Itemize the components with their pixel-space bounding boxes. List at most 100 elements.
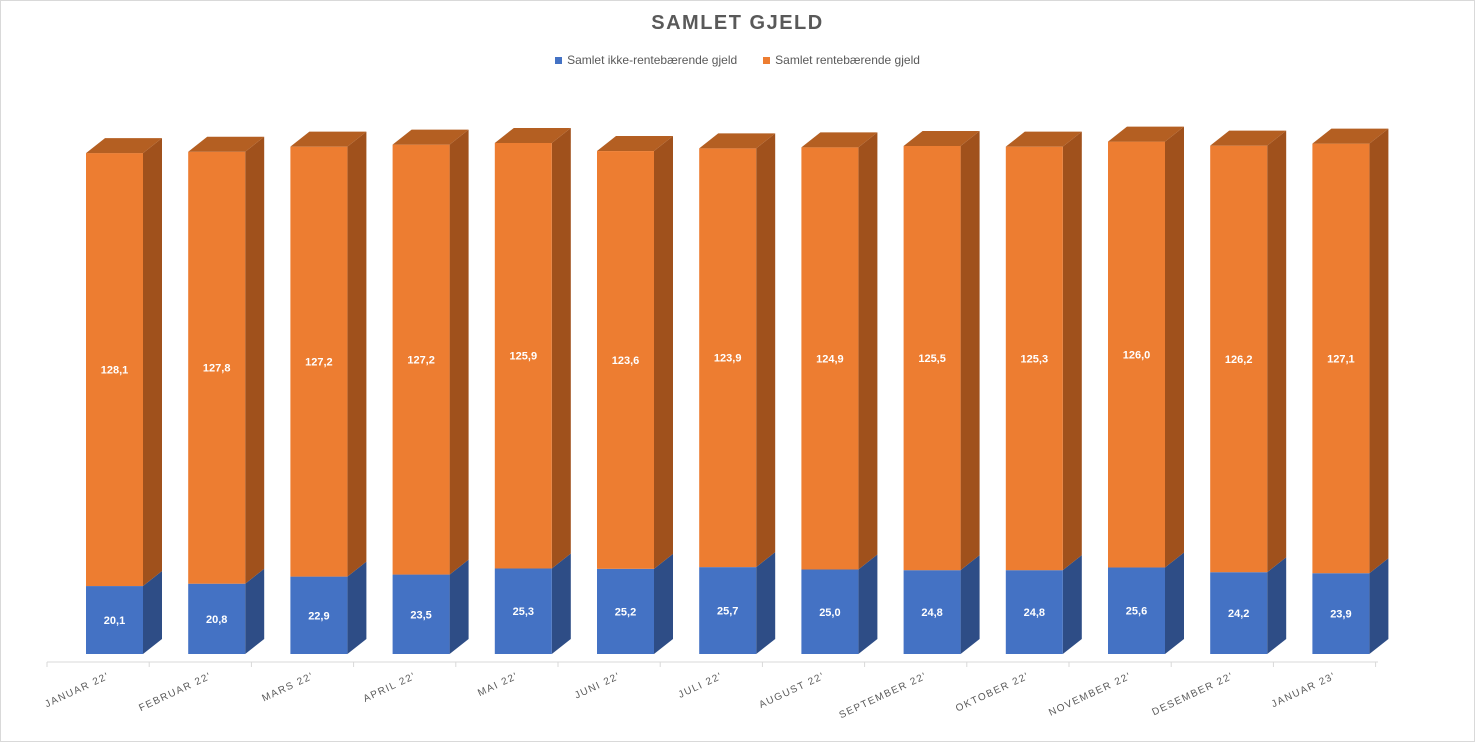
bar-side-face — [449, 559, 469, 654]
data-label: 123,9 — [714, 353, 742, 365]
bar-top-face — [597, 136, 673, 152]
data-label: 23,5 — [410, 609, 431, 621]
bar-side-face — [1369, 128, 1389, 574]
bar-side-face — [960, 130, 980, 571]
bar-segment — [290, 576, 348, 654]
bar-segment — [392, 574, 450, 654]
data-label: 22,9 — [308, 610, 329, 622]
bar-segment — [597, 568, 654, 654]
bar-side-face — [654, 136, 673, 569]
bar-side-face — [1267, 557, 1287, 654]
bar-segment — [1210, 572, 1268, 654]
bar-segment — [1005, 146, 1063, 571]
data-label: 123,6 — [612, 355, 640, 367]
data-label: 125,5 — [918, 353, 946, 365]
bar-segment — [597, 151, 654, 569]
bar-top-face — [1312, 128, 1389, 144]
x-tick-label: JULI 22' — [677, 671, 725, 701]
bar-side-face — [245, 568, 265, 654]
x-tick-label: DESEMBER 22' — [1150, 671, 1235, 718]
data-label: 125,9 — [510, 351, 538, 363]
x-tick-label: FEBRUAR 22' — [137, 671, 213, 714]
bar-top-face — [903, 130, 980, 146]
bar-segment — [1312, 573, 1370, 654]
data-label: 23,9 — [1330, 609, 1351, 621]
legend-swatch-ikke-rentebaerende — [555, 56, 563, 64]
bar-side-face — [858, 554, 878, 654]
bar-side-face — [245, 136, 265, 584]
bar-side-face — [1267, 130, 1287, 573]
data-label: 25,3 — [513, 606, 534, 618]
bar-side-face — [551, 127, 571, 569]
x-tick-label: OKTOBER 22' — [954, 671, 1031, 715]
legend-item-rentebaerende: Samlet rentebærende gjeld — [763, 53, 920, 67]
data-label: 24,8 — [921, 607, 942, 619]
bar-segment — [801, 147, 859, 570]
bar-side-face — [1369, 558, 1389, 654]
bar-side-face — [756, 552, 776, 654]
data-label: 25,7 — [717, 606, 738, 618]
bar-side-face — [1062, 555, 1082, 654]
x-tick-label: JANUAR 22' — [43, 671, 111, 710]
data-label: 127,1 — [1327, 353, 1355, 365]
data-label: 125,3 — [1021, 353, 1049, 365]
bar-side-face — [1062, 131, 1082, 571]
bar-segment — [1210, 145, 1268, 573]
bar-top-face — [1210, 130, 1287, 146]
bar-segment — [86, 586, 143, 654]
bar-side-face — [551, 553, 571, 654]
bar-top-face — [699, 133, 776, 149]
x-tick-label: APRIL 22' — [362, 671, 418, 705]
bar-side-face — [1165, 552, 1184, 654]
x-tick-label: MAI 22' — [476, 671, 520, 699]
data-label: 20,1 — [104, 615, 125, 627]
chart-title: SAMLET GJELD — [651, 12, 824, 34]
bar-side-face — [347, 561, 367, 654]
bar-side-face — [756, 133, 776, 568]
bar-top-face — [392, 129, 469, 145]
data-label: 24,8 — [1024, 607, 1045, 619]
data-label: 126,2 — [1225, 354, 1253, 366]
legend-label-ikke-rentebaerende: Samlet ikke-rentebærende gjeld — [567, 53, 738, 67]
data-label: 24,2 — [1228, 608, 1249, 620]
bar-segment — [290, 146, 348, 577]
bar-top-face — [86, 138, 162, 154]
bar-segment — [903, 570, 961, 654]
data-label: 25,2 — [615, 606, 636, 618]
x-tick-label: JANUAR 23' — [1270, 671, 1338, 710]
bar-segment — [494, 568, 552, 654]
bar-top-face — [801, 132, 878, 148]
data-label: 127,2 — [407, 355, 435, 367]
bar-segment — [1312, 143, 1370, 574]
bar-top-face — [290, 131, 367, 147]
legend-label-rentebaerende: Samlet rentebærende gjeld — [775, 53, 920, 67]
bar-segment — [494, 142, 552, 569]
data-label: 127,8 — [203, 363, 231, 375]
bar-side-face — [960, 555, 980, 654]
bar-top-face — [188, 136, 265, 152]
data-label: 124,9 — [816, 353, 844, 365]
data-label: 126,0 — [1123, 350, 1151, 362]
bar-segment — [1005, 570, 1063, 654]
bar-side-face — [143, 138, 162, 587]
bar-segment — [699, 148, 757, 568]
data-label: 127,2 — [305, 357, 333, 369]
bar-side-face — [143, 571, 162, 654]
bar-top-face — [1108, 126, 1184, 142]
bar-top-face — [494, 127, 571, 143]
bar-side-face — [1165, 126, 1184, 568]
data-label: 20,8 — [206, 614, 227, 626]
bar-segment — [1108, 141, 1165, 568]
bar-segment — [801, 569, 859, 654]
bar-top-face — [1005, 131, 1082, 147]
bar-side-face — [347, 131, 367, 577]
x-tick-label: MARS 22' — [260, 671, 315, 705]
legend-item-ikke-rentebaerende: Samlet ikke-rentebærende gjeld — [555, 53, 737, 67]
bar-segment — [392, 144, 450, 575]
x-tick-label: AUGUST 22' — [757, 671, 826, 711]
data-label: 25,0 — [819, 607, 840, 619]
bar-segment — [188, 151, 246, 584]
chart-legend: Samlet ikke-rentebærende gjeld Samlet re… — [0, 53, 1475, 67]
bar-side-face — [449, 129, 469, 575]
